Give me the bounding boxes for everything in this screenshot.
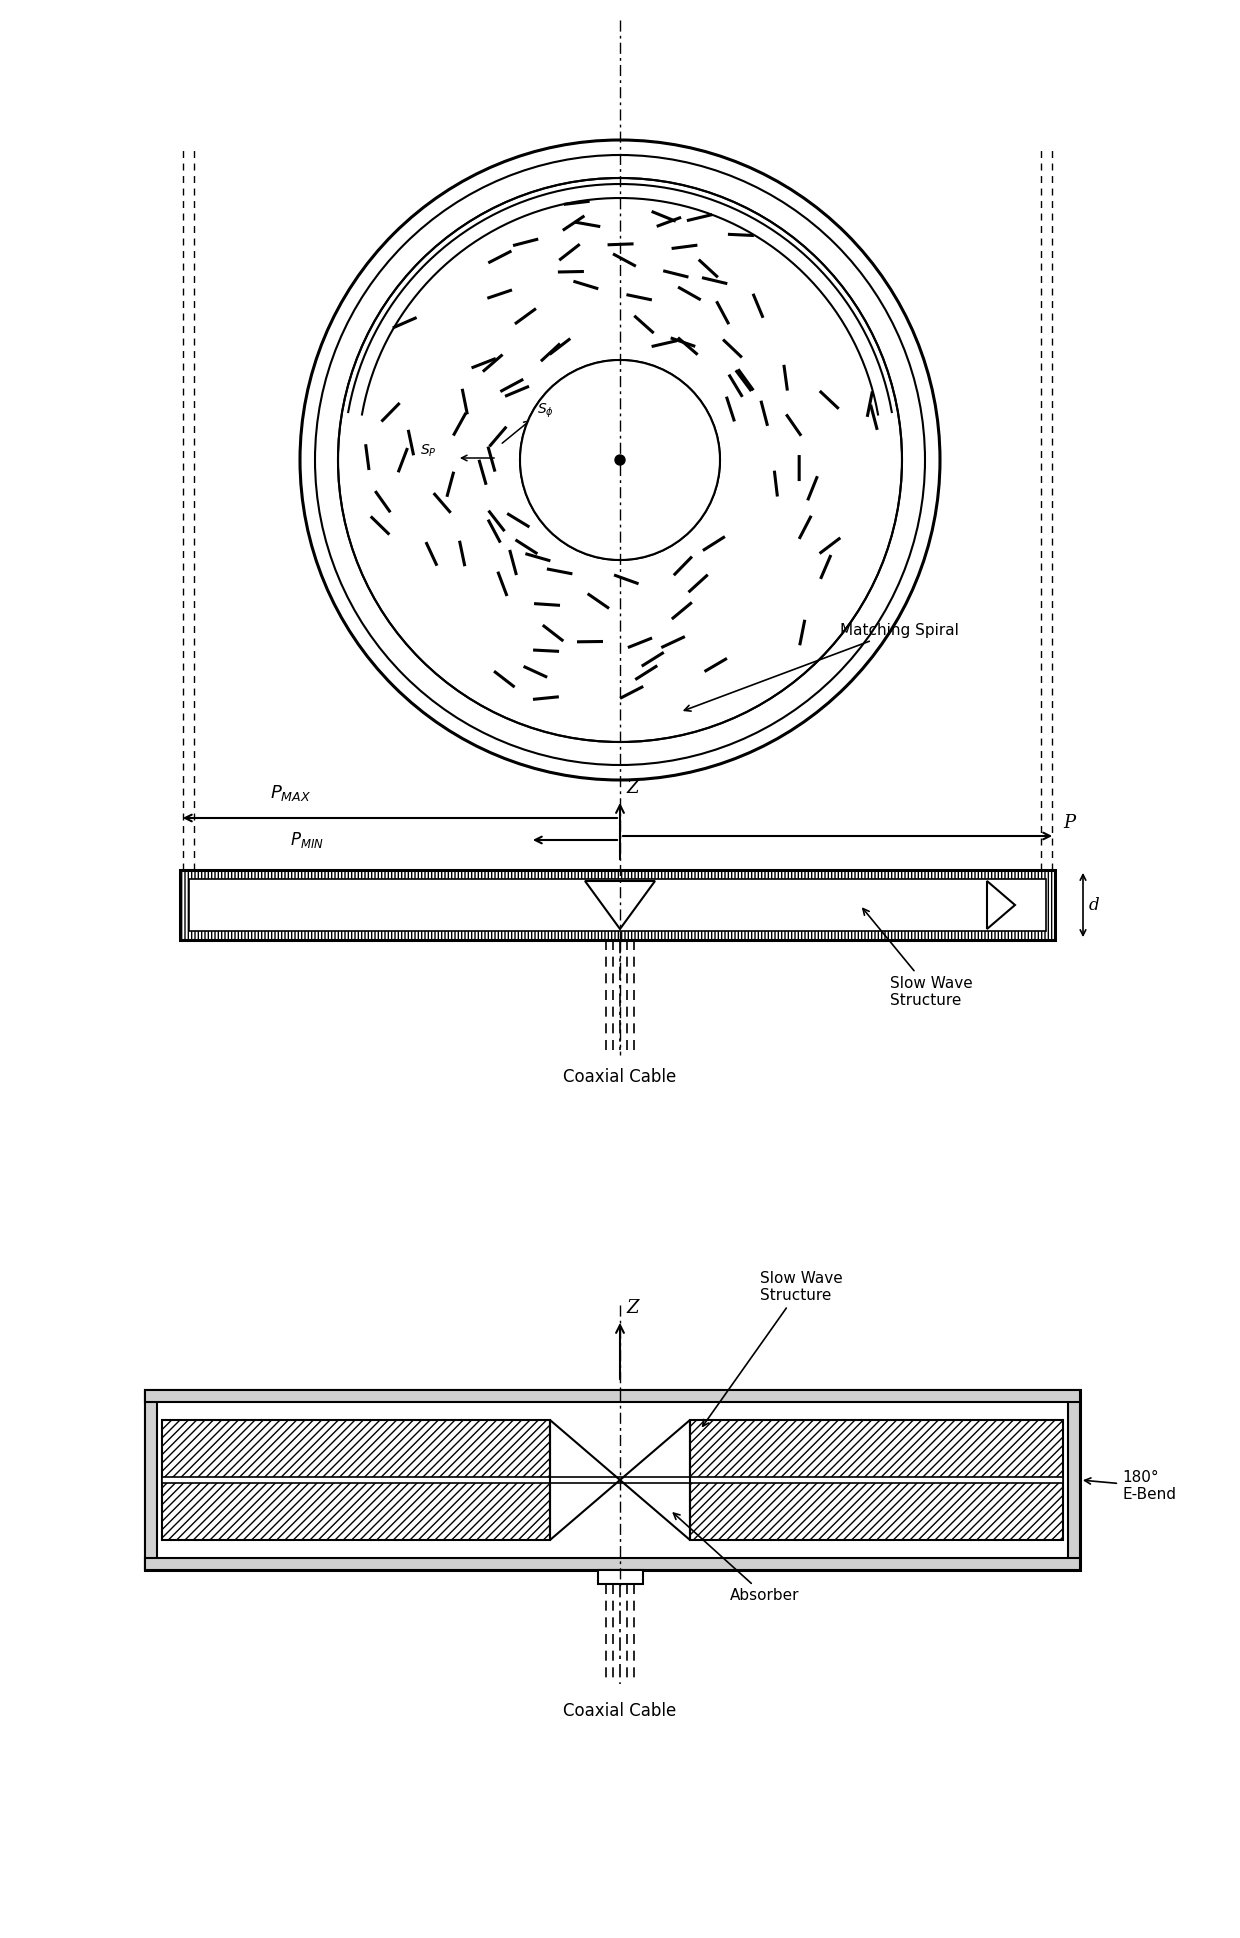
Polygon shape	[987, 882, 1016, 928]
Circle shape	[615, 455, 625, 465]
Text: 180°
E-Bend: 180° E-Bend	[1085, 1471, 1176, 1502]
Bar	[188, 880, 1047, 930]
Circle shape	[520, 360, 720, 560]
Circle shape	[315, 155, 925, 766]
Polygon shape	[145, 1390, 157, 1570]
Bar	[145, 1390, 1080, 1570]
Circle shape	[339, 178, 901, 742]
Text: Coaxial Cable: Coaxial Cable	[563, 1702, 677, 1721]
Circle shape	[520, 360, 720, 560]
Text: $S_\phi$: $S_\phi$	[537, 401, 554, 421]
Bar	[598, 1570, 642, 1583]
Text: $P_{MIN}$: $P_{MIN}$	[290, 829, 324, 851]
Bar	[145, 1390, 1080, 1401]
Text: $S_P$: $S_P$	[420, 444, 436, 459]
Text: $P_{MAX}$: $P_{MAX}$	[270, 783, 311, 802]
Text: Matching Spiral: Matching Spiral	[684, 622, 959, 711]
Text: Slow Wave
Structure: Slow Wave Structure	[703, 1271, 843, 1426]
Text: d: d	[1089, 897, 1100, 913]
Text: Absorber: Absorber	[673, 1514, 800, 1603]
Text: P: P	[1063, 814, 1075, 831]
Text: Z: Z	[626, 779, 639, 797]
Circle shape	[300, 140, 940, 779]
Bar	[162, 1421, 551, 1541]
Polygon shape	[1068, 1390, 1080, 1570]
Text: Z: Z	[626, 1298, 639, 1318]
Bar	[689, 1421, 1063, 1541]
Text: Slow Wave
Structure: Slow Wave Structure	[863, 909, 972, 1008]
Circle shape	[615, 455, 625, 465]
Text: Coaxial Cable: Coaxial Cable	[563, 1068, 677, 1085]
Bar	[162, 1477, 1063, 1483]
Bar	[180, 870, 1055, 940]
Bar	[145, 1558, 1080, 1570]
